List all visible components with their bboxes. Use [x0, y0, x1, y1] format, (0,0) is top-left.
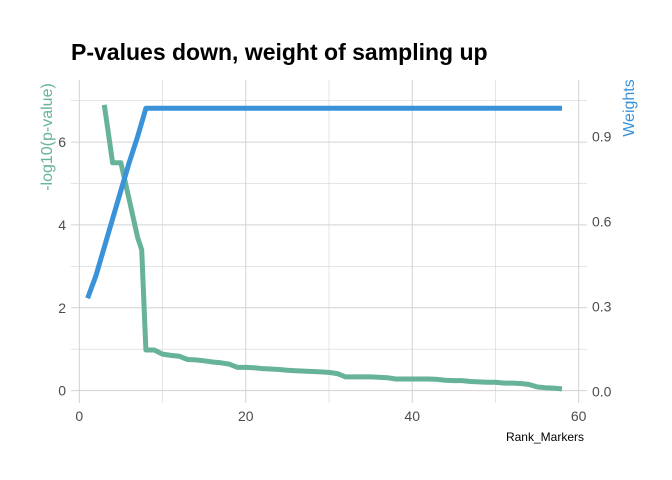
y-left-axis-label: -log10(p-value): [39, 83, 56, 191]
x-axis-ticks: 0 20 40 60: [75, 408, 586, 424]
x-tick-label: 20: [238, 408, 254, 424]
y-right-axis-ticks: 0.0 0.3 0.6 0.9: [592, 129, 612, 400]
y-left-tick-label: 0: [58, 383, 66, 399]
x-tick-label: 0: [75, 408, 83, 424]
grid: [71, 80, 587, 403]
y-right-tick-label: 0.6: [592, 214, 612, 230]
x-tick-label: 60: [571, 408, 587, 424]
chart-title: P-values down, weight of sampling up: [71, 39, 488, 65]
y-left-tick-label: 4: [58, 217, 66, 233]
series-line-weights: [85, 105, 562, 300]
series-lines: [85, 104, 563, 392]
x-tick-label: 40: [404, 408, 420, 424]
y-left-tick-label: 6: [58, 134, 66, 150]
y-right-axis-label: Weights: [621, 79, 638, 137]
y-right-tick-label: 0.0: [592, 384, 612, 400]
y-right-tick-label: 0.3: [592, 299, 612, 315]
y-left-tick-label: 2: [58, 300, 66, 316]
series-line-pvalue: [101, 104, 563, 392]
x-axis-label: Rank_Markers: [506, 430, 584, 444]
y-left-axis-ticks: 0 2 4 6: [58, 134, 66, 398]
y-right-tick-label: 0.9: [592, 129, 612, 145]
